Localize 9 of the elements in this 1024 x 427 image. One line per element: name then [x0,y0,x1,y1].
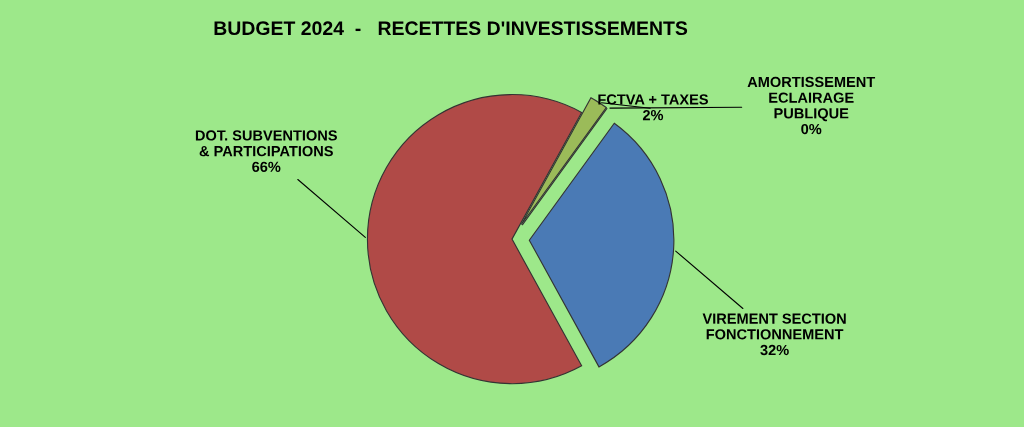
text: 0% [801,123,822,135]
slice-label: FCTVA + TAXES [598,94,708,105]
category-label: AMORTISSEMENT ECLAIRAGE PUBLIQUE [747,76,876,122]
chart-title: BUDGET 2024 - RECETTES D'INVESTISSEMENTS [214,21,688,36]
data-label: 32% [760,344,789,356]
data-label: 66% [252,161,281,172]
slice-label: VIREMENT SECTION FONCTIONNEMENT [702,313,846,340]
data-label: 2% [642,109,664,121]
slice-label: DOT. SUBVENTIONS & PARTICIPATIONS [195,130,337,157]
